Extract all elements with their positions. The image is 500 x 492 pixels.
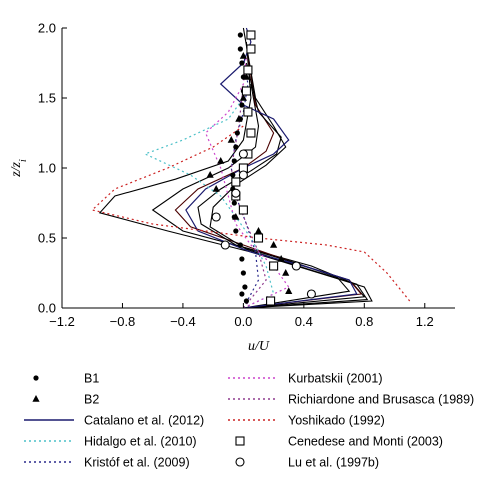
- legend-label: Kurbatskii (2001): [288, 372, 383, 386]
- data-point-triangle: [239, 52, 247, 59]
- data-point-triangle: [277, 255, 285, 262]
- data-point-circle: [291, 261, 301, 271]
- data-point-square: [246, 44, 256, 54]
- data-point-dot: [239, 60, 245, 66]
- data-point-circle: [238, 149, 248, 159]
- data-point-square: [246, 128, 256, 138]
- data-point-triangle: [270, 241, 278, 248]
- legend-item: B1: [33, 372, 99, 386]
- data-point-dot: [234, 130, 240, 136]
- data-point-dot: [239, 291, 245, 297]
- data-point-triangle: [232, 213, 240, 220]
- data-point-dot: [242, 284, 248, 290]
- data-point-dot: [231, 158, 237, 164]
- data-point-circle: [220, 240, 230, 250]
- y-axis-label: z/zi: [9, 159, 29, 178]
- data-point-square: [269, 261, 279, 271]
- data-point-square: [241, 86, 251, 96]
- data-point-dot: [239, 102, 245, 108]
- axes: −1.2 −0.8 −0.4 0.0 0.4 0.8 1.2 0.0 0.5 1.0 1.5 2.0 u…: [9, 21, 455, 354]
- data-point-square: [243, 107, 253, 117]
- data-point-square: [253, 233, 264, 243]
- data-point-circle: [211, 212, 221, 222]
- x-tick-label: 0.0: [234, 314, 252, 329]
- x-tick-label: 0.4: [295, 314, 313, 329]
- data-point-dot: [233, 144, 239, 150]
- series-line: [90, 125, 411, 302]
- data-point-dot: [237, 32, 243, 38]
- data-point-square: [246, 30, 256, 40]
- series-line: [143, 97, 275, 309]
- plot-area: [90, 27, 411, 309]
- profile-line: [98, 41, 373, 309]
- legend-label: Richiardone and Brusasca (1989): [288, 393, 474, 407]
- data-point-triangle: [239, 94, 247, 101]
- series-line: [204, 55, 290, 309]
- legend-item: Kurbatskii (2001): [228, 372, 383, 386]
- x-tick-label: −1.2: [49, 314, 75, 329]
- legend-item: Richiardone and Brusasca (1989): [228, 393, 474, 407]
- data-point-dot: [237, 242, 243, 248]
- legend-label: B2: [84, 393, 99, 407]
- x-axis-label: u/U: [248, 339, 270, 354]
- data-point-square: [266, 296, 276, 306]
- legend-marker-square: [235, 436, 245, 446]
- legend: B1 B2 Catalano et al. (2012) Hidalgo et al.…: [24, 372, 474, 470]
- legend-item: Catalano et al. (2012): [24, 414, 204, 428]
- y-tick-label: 1.5: [38, 91, 56, 106]
- legend-item: Kristóf et al. (2009): [24, 456, 190, 470]
- data-point-triangle: [227, 136, 235, 143]
- data-point-square: [238, 205, 248, 215]
- y-tick-label: 1.0: [38, 161, 56, 176]
- data-point-square: [231, 177, 241, 187]
- data-point-dot: [231, 200, 237, 206]
- legend-item: B2: [32, 393, 99, 407]
- data-point-square: [243, 65, 253, 75]
- data-point-dot: [233, 228, 239, 234]
- legend-item: Yoshikado (1992): [228, 414, 385, 428]
- data-point-circle: [306, 289, 316, 299]
- legend-marker-triangle: [32, 395, 40, 402]
- profile-line: [174, 55, 363, 309]
- data-point-triangle: [282, 269, 290, 276]
- legend-label: B1: [84, 372, 99, 386]
- x-tick-label: 0.8: [355, 314, 373, 329]
- data-point-dot: [237, 46, 243, 52]
- x-tick-label: −0.8: [110, 314, 136, 329]
- legend-item: Lu et al. (1997b): [235, 456, 379, 470]
- legend-item: Cenedese and Monti (2003): [235, 435, 443, 449]
- data-point-triangle: [212, 185, 220, 192]
- series-line: [230, 55, 260, 309]
- data-point-triangle: [285, 287, 293, 294]
- data-point-dot: [230, 172, 236, 178]
- legend-label: Lu et al. (1997b): [288, 456, 379, 470]
- legend-label: Kristóf et al. (2009): [84, 456, 190, 470]
- y-tick-label: 0.0: [38, 301, 56, 316]
- data-point-circle: [231, 188, 241, 198]
- legend-label: Cenedese and Monti (2003): [288, 435, 443, 449]
- y-tick-label: 0.5: [38, 231, 56, 246]
- data-point-triangle: [217, 157, 225, 164]
- data-point-triangle: [254, 227, 263, 234]
- legend-label: Catalano et al. (2012): [84, 414, 204, 428]
- y-tick-label: 2.0: [38, 21, 56, 36]
- data-point-dot: [243, 298, 250, 304]
- profile-line: [197, 62, 351, 309]
- data-point-dot: [239, 256, 245, 262]
- legend-label: Hidalgo et al. (2010): [84, 435, 197, 449]
- data-point-circle: [238, 170, 248, 180]
- x-tick-label: 1.2: [416, 314, 434, 329]
- data-point-triangle: [235, 115, 243, 122]
- x-tick-label: −0.4: [170, 314, 196, 329]
- legend-marker-circle: [235, 457, 245, 467]
- profile-line: [209, 27, 369, 309]
- legend-label: Yoshikado (1992): [288, 414, 385, 428]
- data-point-dot: [240, 270, 246, 276]
- data-point-triangle: [206, 171, 214, 178]
- data-point-triangle: [242, 73, 251, 80]
- legend-marker-dot: [33, 375, 39, 381]
- legend-item: Hidalgo et al. (2010): [24, 435, 197, 449]
